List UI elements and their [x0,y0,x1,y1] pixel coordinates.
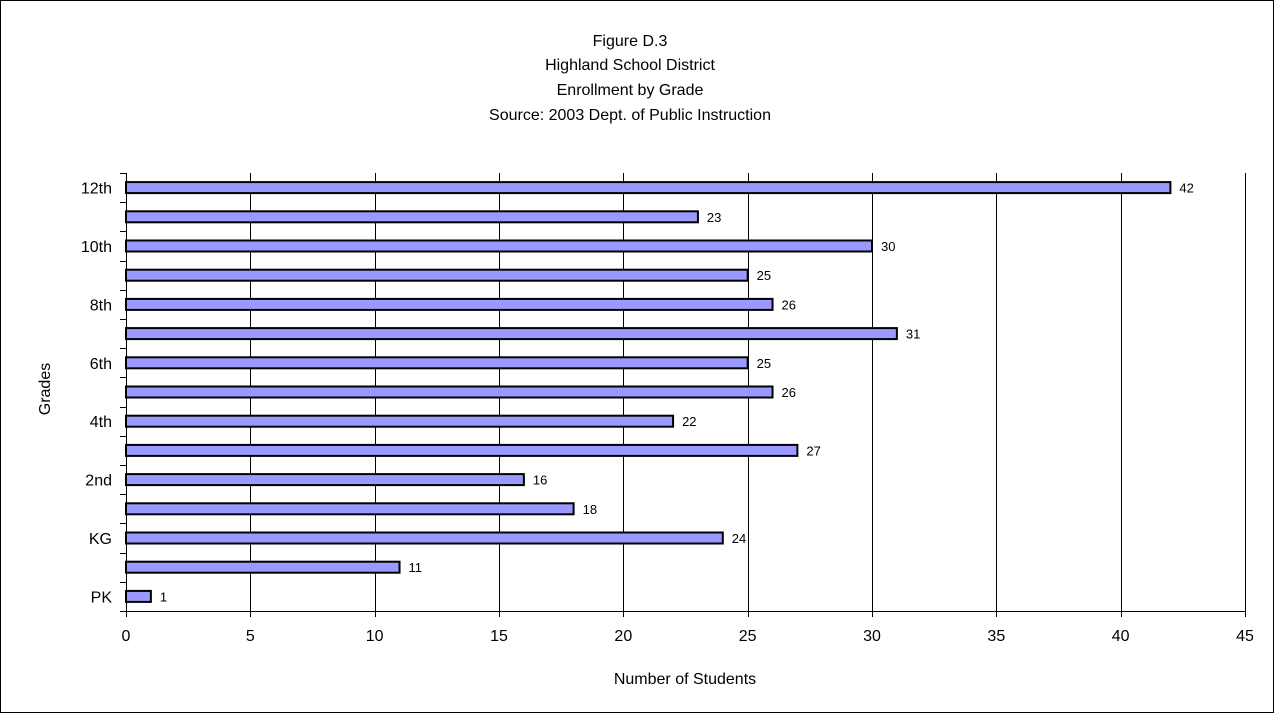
y-tick-label: 4th [90,414,112,431]
bar [125,356,749,370]
title-line-4: Source: 2003 Dept. of Public Instruction [489,107,771,124]
data-label: 25 [757,356,771,371]
y-tick-label: 2nd [85,473,112,490]
bar [125,414,675,428]
y-tick-label: 12th [81,181,112,198]
y-tick-labels: PK KG 2nd 4th 6th 8th 10th 12th [81,181,112,607]
data-label: 11 [409,560,423,575]
x-tick-label: 5 [246,628,255,645]
y-tick-label: 10th [81,239,112,256]
data-label: 16 [533,473,547,488]
bar [125,385,774,399]
data-label: 18 [583,502,597,517]
y-tick-label: 6th [90,356,112,373]
data-label: 42 [1179,181,1193,196]
data-label: 30 [881,239,895,254]
x-tick-label: 35 [987,628,1005,645]
axes [120,173,1246,617]
x-tick-label: 40 [1112,628,1130,645]
data-label: 1 [160,589,167,604]
bar [125,297,774,311]
bar [125,268,749,282]
x-tick-label: 45 [1236,628,1254,645]
x-tick-labels: 0 5 10 15 20 25 30 35 40 45 [122,628,1254,645]
data-label: 31 [906,327,920,342]
data-label: 26 [782,297,796,312]
data-label: 22 [682,414,696,429]
chart-title: Figure D.3 Highland School District Enro… [489,33,771,124]
data-label: 27 [806,443,820,458]
bar [125,210,699,224]
title-line-3: Enrollment by Grade [557,82,704,99]
bar [125,327,898,341]
title-line-2: Highland School District [545,57,715,74]
bar [125,239,873,253]
x-tick-label: 0 [122,628,131,645]
data-label: 25 [757,268,771,283]
x-axis-title: Number of Students [614,671,756,688]
data-label: 26 [782,385,796,400]
x-tick-label: 15 [490,628,508,645]
bar [125,443,799,457]
y-tick-label: PK [91,589,113,606]
bar [125,560,401,574]
x-tick-label: 10 [366,628,384,645]
bar [125,181,1172,195]
y-axis-title: Grades [37,363,54,415]
bar [125,502,575,516]
y-tick-label: 8th [90,297,112,314]
bar [125,589,152,603]
bar [125,473,525,487]
data-label: 23 [707,210,721,225]
x-tick-label: 30 [863,628,881,645]
y-tick-label: KG [89,531,112,548]
x-tick-label: 25 [739,628,757,645]
title-line-1: Figure D.3 [593,33,668,50]
data-label: 24 [732,531,746,546]
x-tick-label: 20 [614,628,632,645]
bar [125,531,724,545]
